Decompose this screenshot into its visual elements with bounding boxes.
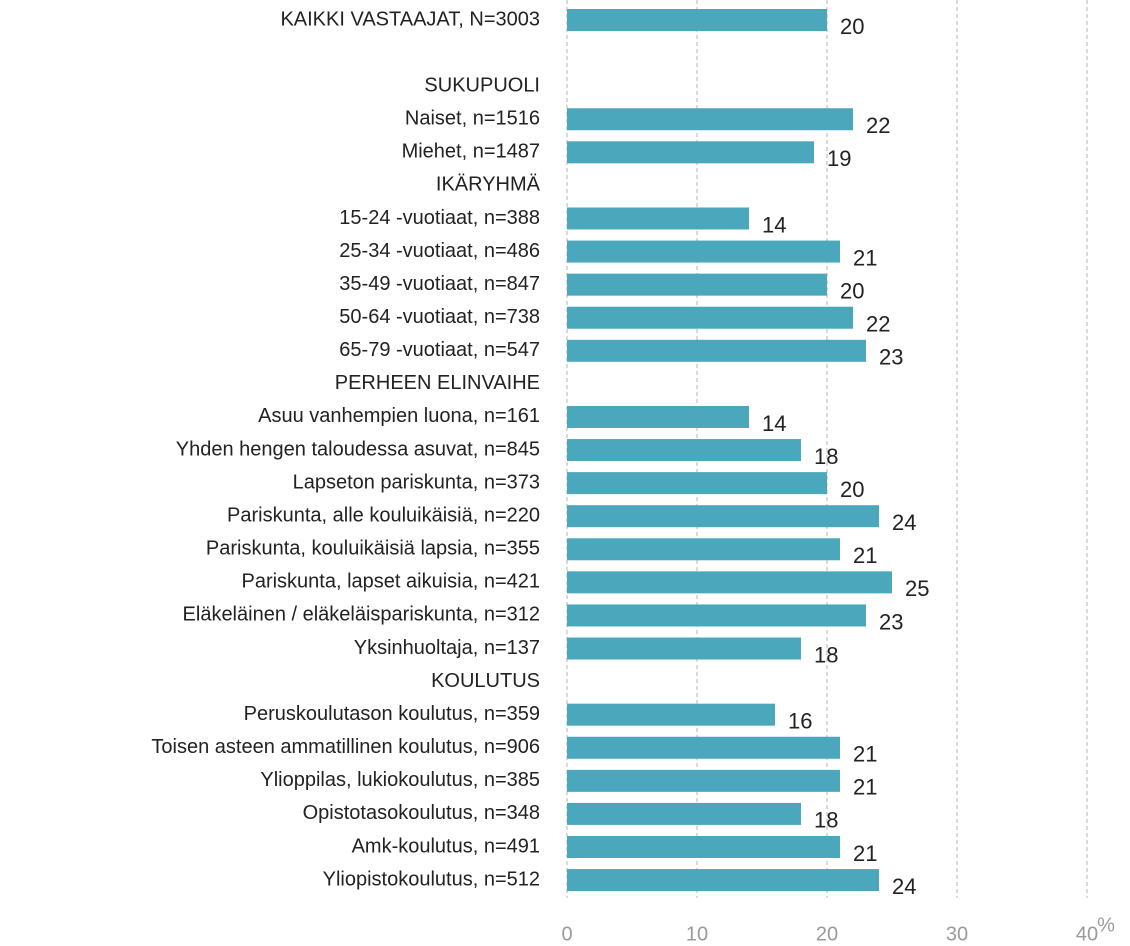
value-label: 24 [892,510,916,535]
category-label: Asuu vanhempien luona, n=161 [258,405,540,427]
bar [567,339,866,362]
bar [567,637,801,660]
bar [567,703,775,726]
category-label: Opistotasokoulutus, n=348 [303,802,540,824]
bar [567,538,840,561]
value-label: 19 [827,146,851,171]
value-label: 24 [892,874,916,899]
category-label: Yliopistokoulutus, n=512 [323,868,540,890]
bar [567,869,879,892]
bar [567,439,801,462]
category-label: 35-49 -vuotiaat, n=847 [339,273,540,295]
category-label: Pariskunta, lapset aikuisia, n=421 [241,571,540,593]
bar [567,505,879,528]
value-label: 18 [814,642,838,667]
category-label: IKÄRYHMÄ [436,174,541,196]
bar [567,405,749,428]
value-label: 22 [866,113,890,138]
value-label: 14 [762,212,786,237]
value-label: 23 [879,609,903,634]
bar [567,108,853,131]
value-label: 18 [814,444,838,469]
x-tick-label: 30 [946,923,968,945]
bar [567,273,827,296]
value-label: 23 [879,345,903,370]
bar [567,207,749,230]
category-label: Naiset, n=1516 [405,108,540,130]
value-label: 14 [762,411,786,436]
bar [567,604,866,627]
category-label: Miehet, n=1487 [402,141,540,163]
category-label: PERHEEN ELINVAIHE [335,372,540,394]
x-tick-label: 0 [561,923,572,945]
category-label: Yhden hengen taloudessa asuvat, n=845 [176,438,540,460]
bar [567,836,840,858]
bar [567,571,892,594]
bar [567,240,840,263]
category-label: 50-64 -vuotiaat, n=738 [339,306,540,328]
category-label: 25-34 -vuotiaat, n=486 [339,240,540,262]
category-label: Amk-koulutus, n=491 [352,835,540,857]
bar [567,472,827,495]
bar [567,736,840,759]
value-label: 20 [840,14,864,39]
value-label: 21 [853,775,877,800]
category-label: KOULUTUS [431,670,540,692]
category-label: Eläkeläinen / eläkeläispariskunta, n=312 [183,604,540,626]
x-tick-label: 10 [686,923,708,945]
value-label: 21 [853,245,877,270]
category-label: Pariskunta, alle kouluikäisiä, n=220 [227,504,540,526]
bar [567,141,814,164]
value-label: 21 [853,742,877,767]
category-label: SUKUPUOLI [424,74,540,96]
category-label: Peruskoulutason koulutus, n=359 [244,703,540,725]
category-label: Lapseton pariskunta, n=373 [293,471,540,493]
category-label: KAIKKI VASTAAJAT, N=3003 [280,8,540,30]
value-label: 21 [853,543,877,568]
bar [567,9,827,31]
category-label: Pariskunta, kouluikäisiä lapsia, n=355 [206,538,540,560]
category-label: Ylioppilas, lukiokoulutus, n=385 [260,769,540,791]
value-label: 16 [788,708,812,733]
x-tick-label: 40 [1076,923,1098,945]
value-label: 20 [840,278,864,303]
bar [567,802,801,825]
x-tick-label: 20 [816,923,838,945]
category-label: 65-79 -vuotiaat, n=547 [339,339,540,361]
value-label: 21 [853,841,877,866]
bar [567,769,840,792]
x-axis-label: % [1097,914,1115,936]
category-label: Toisen asteen ammatillinen koulutus, n=9… [151,736,540,758]
category-label: Yksinhuoltaja, n=137 [354,637,540,659]
bar [567,306,853,329]
value-label: 25 [905,576,929,601]
value-label: 18 [814,808,838,833]
value-label: 20 [840,477,864,502]
category-label: 15-24 -vuotiaat, n=388 [339,207,540,229]
value-label: 22 [866,312,890,337]
